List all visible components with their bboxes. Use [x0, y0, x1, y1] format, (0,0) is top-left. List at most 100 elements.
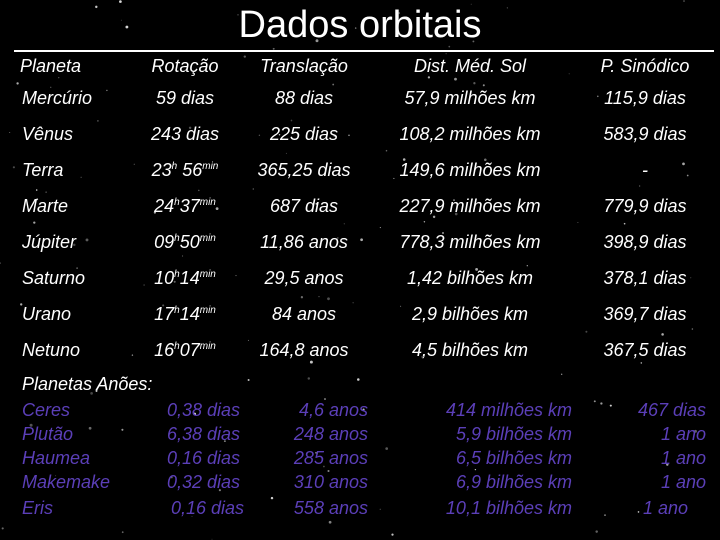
rotation-minutes: 50	[179, 231, 200, 252]
table-row: Urano 17h14min 84 anos 2,9 bilhões km 36…	[6, 296, 714, 332]
star	[604, 514, 606, 516]
star	[328, 520, 332, 524]
star	[453, 199, 455, 201]
star	[247, 378, 250, 382]
star	[315, 39, 319, 43]
star	[694, 429, 697, 433]
dwarf-rotation: 0,16 dias	[166, 448, 240, 468]
distance-cell: 149,6 milhões km	[399, 159, 541, 180]
hour-unit: h	[174, 304, 180, 316]
dwarf-translation: 4,6 anos	[298, 400, 368, 420]
star	[1, 527, 4, 530]
dwarf-distance: 6,9 bilhões km	[455, 472, 572, 492]
star	[454, 77, 457, 81]
rotation-minutes: 56	[182, 159, 203, 180]
rotation-minutes: 37	[179, 195, 200, 216]
star	[45, 191, 47, 193]
star	[29, 423, 33, 427]
star	[39, 137, 42, 140]
dwarf-rotation: 6,38 dias	[166, 424, 240, 444]
star	[223, 440, 226, 443]
star	[307, 377, 311, 380]
minute-unit: min	[199, 340, 216, 352]
planet-name: Saturno	[22, 267, 86, 288]
hour-unit: h	[174, 232, 180, 244]
dwarf-name: Ceres	[22, 400, 71, 420]
dwarf-planet-row: Haumea 0,16 dias 285 anos 6,5 bilhões km…	[0, 448, 720, 472]
rotation-cell: 16h07min	[126, 332, 244, 368]
star	[12, 166, 15, 169]
star	[162, 304, 165, 307]
rotation-cell: 23h 56min	[126, 152, 244, 188]
distance-cell: 57,9 milhões km	[404, 87, 536, 108]
distance-cell: 4,5 bilhões km	[411, 339, 529, 360]
star	[640, 362, 643, 364]
star	[475, 268, 478, 271]
star	[690, 277, 692, 279]
star	[0, 262, 1, 264]
rotation-minutes: 07	[179, 339, 200, 360]
synodic-period-cell: 367,5 dias	[603, 339, 687, 360]
translation-cell: 164,8 anos	[259, 339, 349, 360]
star	[352, 302, 354, 304]
table-row: Júpiter 09h50min 11,86 anos 778,3 milhõe…	[6, 224, 714, 260]
rotation-cell: 59 dias	[155, 87, 215, 108]
header-rotacao: Rotação	[151, 55, 219, 76]
star	[609, 404, 612, 407]
star	[623, 222, 626, 225]
translation-cell: 11,86 anos	[260, 231, 348, 252]
planet-name: Netuno	[22, 339, 81, 360]
distance-cell: 778,3 milhões km	[399, 231, 541, 252]
star	[121, 531, 124, 534]
dwarf-distance: 5,9 bilhões km	[455, 424, 572, 444]
title-divider	[14, 50, 714, 52]
dwarf-planet-row: Plutão 6,38 dias 248 anos 5,9 bilhões km…	[0, 424, 720, 448]
star	[354, 27, 357, 29]
star	[526, 265, 528, 267]
dwarf-name: Eris	[22, 498, 53, 518]
star	[333, 134, 336, 137]
star	[398, 12, 401, 14]
star	[454, 212, 458, 216]
table-header-row: Planeta Rotação Translação Dist. Méd. So…	[6, 52, 714, 80]
table-row: Mercúrio 59 dias 88 dias 57,9 milhões km…	[6, 80, 714, 116]
star	[121, 428, 124, 431]
star	[270, 496, 274, 500]
star	[568, 73, 570, 75]
star	[393, 177, 395, 179]
star	[379, 508, 381, 510]
dwarf-planet-row: Eris 0,16 dias 558 anos 10,1 bilhões km …	[0, 498, 720, 522]
table-row: Marte 24h37min 687 dias 227,9 milhões km…	[6, 188, 714, 224]
star	[445, 53, 447, 55]
star	[95, 389, 98, 392]
star	[643, 306, 645, 308]
star	[666, 463, 669, 466]
header-distancia: Dist. Méd. Sol	[413, 55, 527, 76]
translation-cell: 88 dias	[274, 87, 334, 108]
rotation-hours: 16	[154, 339, 175, 360]
translation-cell: 84 anos	[271, 303, 337, 324]
header-translacao: Translação	[260, 55, 348, 76]
star	[73, 243, 76, 247]
synodic-period-cell: 378,1 dias	[603, 267, 687, 288]
star	[484, 158, 487, 162]
rotation-hours: 23	[151, 159, 172, 180]
star	[595, 530, 598, 533]
star	[474, 468, 477, 471]
star	[170, 476, 173, 479]
star	[402, 158, 406, 161]
star	[9, 131, 11, 134]
star	[327, 469, 330, 473]
minute-unit: min	[199, 196, 216, 208]
translation-cell: 365,25 dias	[257, 159, 351, 180]
rotation-minutes: 14	[179, 267, 200, 288]
minute-unit: min	[199, 232, 216, 244]
star	[252, 188, 254, 190]
star	[577, 222, 579, 223]
hour-unit: h	[174, 196, 180, 208]
planet-name: Júpiter	[22, 231, 77, 252]
hour-unit: h	[174, 340, 180, 352]
star	[16, 82, 19, 85]
star	[323, 465, 325, 468]
star	[691, 328, 694, 330]
